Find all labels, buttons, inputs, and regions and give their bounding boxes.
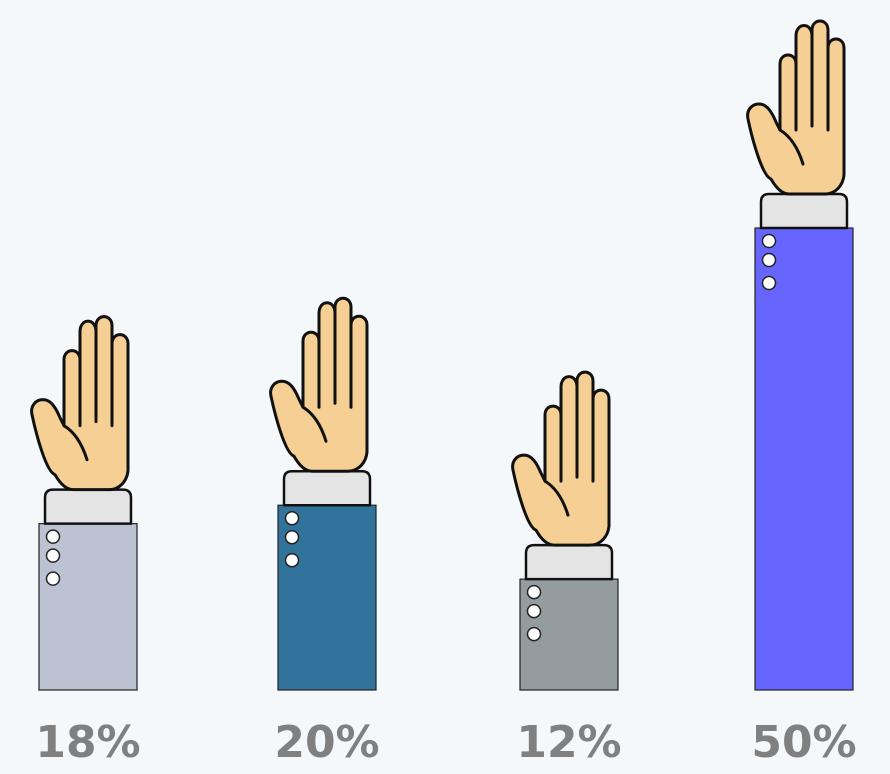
sleeve-button-3 [284, 552, 300, 568]
bars-layer [30, 19, 854, 691]
raised-hand-icon [511, 370, 611, 547]
shirt-cuff [524, 543, 614, 581]
sleeve-button-2 [526, 603, 542, 619]
sleeve-bar [754, 227, 854, 691]
sleeve-button-3 [761, 275, 777, 291]
raised-hand-icon [746, 19, 846, 196]
value-label-2: 20% [274, 717, 379, 768]
value-label-4: 50% [751, 717, 856, 768]
value-labels: 18% 20% 12% 50% [35, 717, 856, 768]
sleeve-button-2 [761, 252, 777, 268]
shirt-cuff [43, 488, 133, 525]
sleeve-button-2 [45, 548, 61, 563]
bar-2 [269, 296, 377, 691]
sleeve-button-1 [284, 510, 300, 526]
value-label-3: 12% [516, 717, 621, 768]
sleeve-button-1 [526, 584, 542, 600]
bar-4 [746, 19, 854, 691]
bar-1 [30, 315, 138, 691]
sleeve-button-1 [761, 233, 777, 249]
sleeve-button-3 [45, 571, 61, 586]
raised-hand-icon [30, 315, 130, 492]
shirt-cuff [282, 469, 372, 507]
sleeve-button-3 [526, 626, 542, 642]
bar-3 [511, 370, 619, 691]
shirt-cuff [759, 192, 849, 230]
value-label-1: 18% [35, 717, 140, 768]
raised-hand-icon [269, 296, 369, 473]
sleeve-button-2 [284, 529, 300, 545]
sleeve-button-1 [45, 529, 61, 544]
